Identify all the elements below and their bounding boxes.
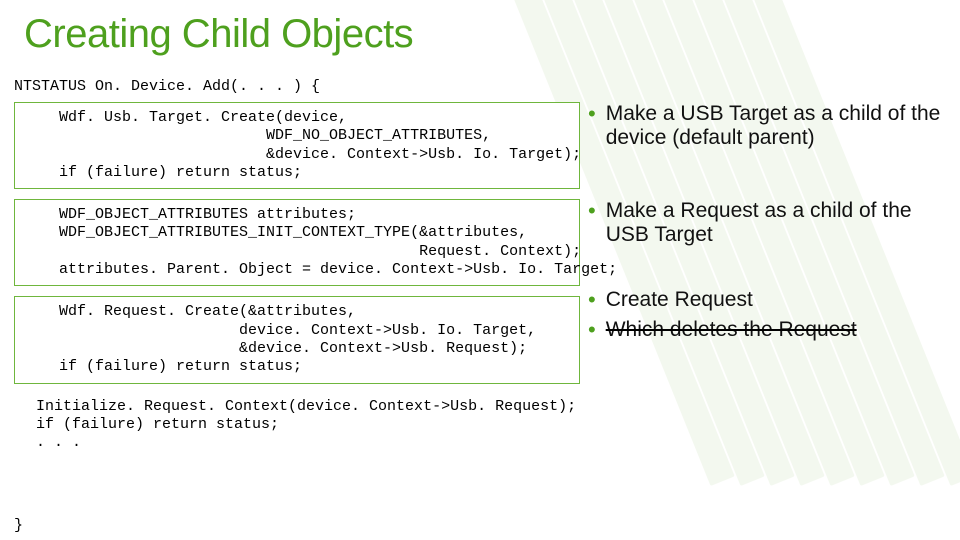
- code-block: Wdf. Request. Create(&attributes, device…: [23, 303, 571, 376]
- bullet-dot-icon: •: [588, 102, 596, 125]
- bullet-text: Create Request: [606, 288, 753, 312]
- bullet-dot-icon: •: [588, 199, 596, 222]
- bullet-item: • Create Request: [588, 288, 954, 312]
- bullet-text: Make a USB Target as a child of the devi…: [606, 102, 954, 149]
- code-column: Wdf. Usb. Target. Create(device, WDF_NO_…: [14, 102, 580, 454]
- function-signature: NTSTATUS On. Device. Add(. . . ) {: [14, 78, 320, 95]
- bullet-text-struck: Which deletes the Request: [606, 318, 857, 342]
- code-box-2: WDF_OBJECT_ATTRIBUTES attributes; WDF_OB…: [14, 199, 580, 286]
- bullet-column: • Make a USB Target as a child of the de…: [588, 102, 960, 347]
- bullet-dot-icon: •: [588, 288, 596, 311]
- bullet-item: • Which deletes the Request: [588, 318, 954, 342]
- code-block: WDF_OBJECT_ATTRIBUTES attributes; WDF_OB…: [23, 206, 571, 279]
- code-box-1: Wdf. Usb. Target. Create(device, WDF_NO_…: [14, 102, 580, 189]
- page-title: Creating Child Objects: [24, 12, 413, 57]
- bullet-item: • Make a USB Target as a child of the de…: [588, 102, 954, 149]
- code-box-3: Wdf. Request. Create(&attributes, device…: [14, 296, 580, 383]
- close-brace: }: [14, 517, 23, 534]
- bullet-dot-icon: •: [588, 318, 596, 341]
- bullet-item: • Make a Request as a child of the USB T…: [588, 199, 954, 246]
- code-plain-4: Initialize. Request. Context(device. Con…: [14, 394, 580, 455]
- bullet-text: Make a Request as a child of the USB Tar…: [606, 199, 954, 246]
- code-block: Wdf. Usb. Target. Create(device, WDF_NO_…: [23, 109, 571, 182]
- code-block: Initialize. Request. Context(device. Con…: [36, 398, 572, 453]
